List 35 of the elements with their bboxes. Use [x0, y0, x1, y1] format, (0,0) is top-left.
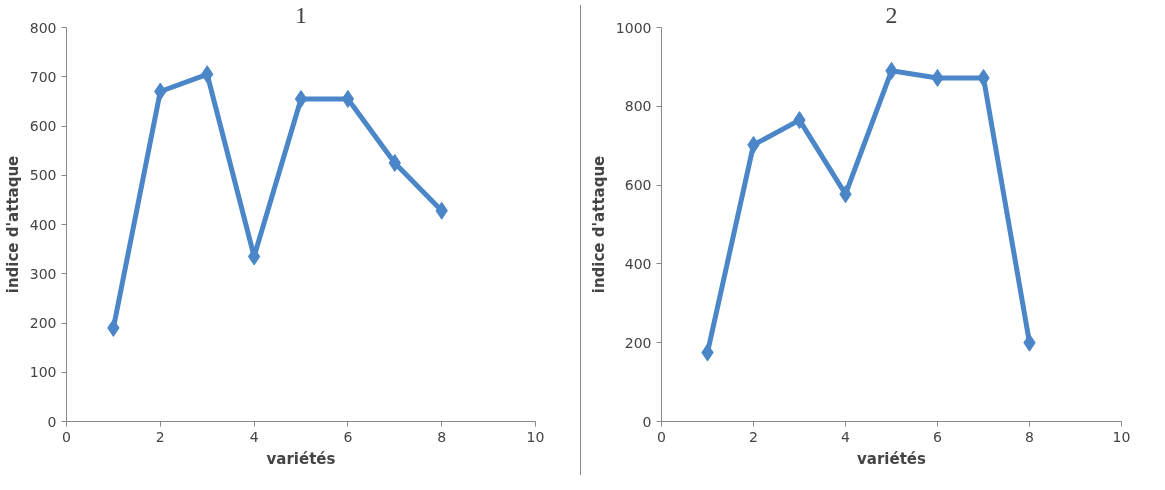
y-tick-label: 800 — [624, 98, 652, 115]
point — [341, 89, 355, 108]
y-tick-label: 100 — [29, 364, 57, 381]
x-axis-title: variétés — [857, 449, 927, 468]
x-tick-label: 4 — [841, 428, 851, 445]
x-tick-label: 6 — [933, 428, 943, 445]
y-axis-title: indice d'attaque — [589, 155, 608, 294]
x-tick-label: 6 — [343, 428, 353, 445]
x-tick-label: 10 — [1112, 428, 1131, 445]
y-tick-label: 200 — [624, 334, 652, 351]
y-axis-title: indice d'attaque — [3, 155, 22, 294]
y-tick-label: 1000 — [615, 19, 652, 36]
chart-title: 1 — [295, 1, 307, 28]
x-tick-label: 10 — [526, 428, 545, 445]
x-tick-label: 0 — [657, 428, 666, 445]
y-tick-label: 400 — [29, 216, 57, 233]
y-tick-label: 500 — [29, 167, 57, 184]
x-tick-label: 8 — [1025, 428, 1034, 445]
x-tick-label: 2 — [749, 428, 758, 445]
y-tick-label: 200 — [29, 315, 57, 331]
x-tick-label: 0 — [62, 428, 71, 445]
y-tick-label: 0 — [642, 413, 652, 430]
y-tick-label: 0 — [47, 413, 57, 430]
y-tick-label: 700 — [29, 68, 57, 85]
chart-title: 2 — [885, 1, 898, 28]
y-tick-label: 300 — [29, 265, 57, 282]
x-tick-label: 4 — [249, 428, 259, 445]
point — [294, 89, 308, 108]
y-tick-label: 600 — [624, 177, 652, 194]
x-tick-label: 8 — [437, 428, 447, 445]
y-tick-label: 400 — [624, 255, 652, 272]
x-tick-label: 2 — [155, 428, 165, 445]
y-tick-label: 800 — [29, 19, 57, 36]
y-tick-label: 600 — [29, 118, 57, 134]
x-axis-title: variétés — [266, 449, 336, 468]
